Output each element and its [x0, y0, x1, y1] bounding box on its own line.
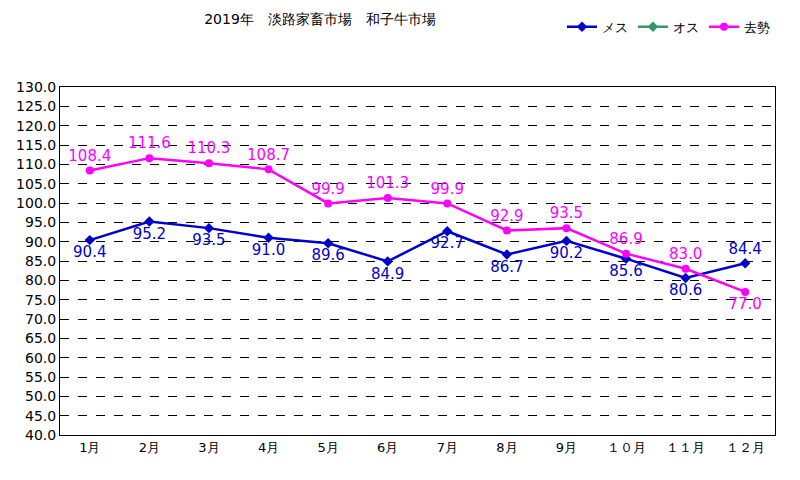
svg-text:84.9: 84.9 — [371, 265, 404, 283]
svg-text:101.3: 101.3 — [366, 174, 409, 192]
svg-text:75.0: 75.0 — [25, 292, 56, 308]
svg-text:86.7: 86.7 — [490, 258, 523, 276]
svg-text:93.5: 93.5 — [192, 231, 225, 249]
svg-text:99.9: 99.9 — [431, 180, 464, 198]
svg-text:オス: オス — [673, 20, 699, 35]
svg-text:95.2: 95.2 — [133, 225, 166, 243]
svg-text:60.0: 60.0 — [25, 350, 56, 366]
svg-text:40.0: 40.0 — [25, 427, 56, 443]
svg-text:92.9: 92.9 — [490, 207, 523, 225]
svg-text:90.2: 90.2 — [550, 244, 583, 262]
svg-text:108.7: 108.7 — [247, 146, 290, 164]
svg-text:1月: 1月 — [79, 440, 100, 455]
svg-text:130.0: 130.0 — [16, 79, 56, 95]
svg-text:110.3: 110.3 — [187, 139, 230, 157]
svg-text:2019年 淡路家畜市場 和子牛市場: 2019年 淡路家畜市場 和子牛市場 — [204, 11, 436, 27]
svg-text:125.0: 125.0 — [16, 98, 56, 114]
svg-text:4月: 4月 — [258, 440, 279, 455]
svg-text:8月: 8月 — [496, 440, 517, 455]
svg-text:90.4: 90.4 — [73, 243, 106, 261]
svg-text:120.0: 120.0 — [16, 118, 56, 134]
svg-text:91.0: 91.0 — [252, 241, 285, 259]
svg-text:110.0: 110.0 — [16, 156, 56, 172]
svg-text:5月: 5月 — [317, 440, 338, 455]
svg-text:89.6: 89.6 — [311, 246, 344, 264]
svg-text:85.6: 85.6 — [609, 262, 642, 280]
svg-text:65.0: 65.0 — [25, 330, 56, 346]
svg-text:１１月: １１月 — [666, 440, 705, 455]
svg-text:１０月: １０月 — [607, 440, 646, 455]
svg-text:55.0: 55.0 — [25, 369, 56, 385]
svg-text:80.0: 80.0 — [25, 272, 56, 288]
svg-text:去勢: 去勢 — [744, 20, 770, 35]
svg-text:7月: 7月 — [437, 440, 458, 455]
svg-text:45.0: 45.0 — [25, 408, 56, 424]
svg-text:3月: 3月 — [198, 440, 219, 455]
svg-text:100.0: 100.0 — [16, 195, 56, 211]
svg-text:83.0: 83.0 — [669, 245, 702, 263]
svg-text:50.0: 50.0 — [25, 388, 56, 404]
svg-text:86.9: 86.9 — [609, 230, 642, 248]
svg-text:111.6: 111.6 — [128, 134, 171, 152]
svg-text:108.4: 108.4 — [68, 147, 111, 165]
svg-text:9月: 9月 — [556, 440, 577, 455]
svg-text:１２月: １２月 — [726, 440, 765, 455]
svg-text:92.7: 92.7 — [431, 234, 464, 252]
svg-text:105.0: 105.0 — [16, 176, 56, 192]
svg-text:99.9: 99.9 — [311, 180, 344, 198]
svg-text:90.0: 90.0 — [25, 234, 56, 250]
svg-text:メス: メス — [602, 20, 628, 35]
svg-text:84.4: 84.4 — [729, 240, 762, 258]
svg-text:2月: 2月 — [139, 440, 160, 455]
svg-text:93.5: 93.5 — [550, 204, 583, 222]
svg-text:95.0: 95.0 — [25, 214, 56, 230]
svg-text:70.0: 70.0 — [25, 311, 56, 327]
svg-text:85.0: 85.0 — [25, 253, 56, 269]
svg-text:80.6: 80.6 — [669, 281, 702, 299]
svg-text:77.0: 77.0 — [729, 295, 762, 313]
svg-text:6月: 6月 — [377, 440, 398, 455]
svg-text:115.0: 115.0 — [16, 137, 56, 153]
